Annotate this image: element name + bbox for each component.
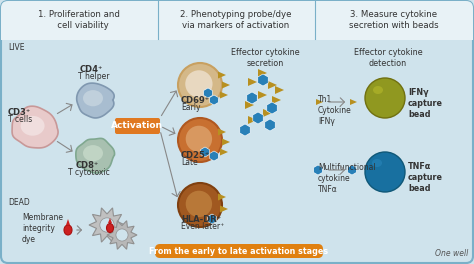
Ellipse shape: [83, 90, 103, 106]
Circle shape: [100, 218, 114, 232]
Text: Late: Late: [181, 158, 198, 167]
Text: One well: One well: [435, 249, 468, 258]
Text: Th1
Cytokine
IFNγ: Th1 Cytokine IFNγ: [318, 95, 352, 126]
Polygon shape: [210, 95, 219, 105]
Polygon shape: [222, 82, 230, 88]
Polygon shape: [208, 214, 216, 224]
Ellipse shape: [20, 116, 45, 136]
Polygon shape: [247, 92, 257, 104]
Polygon shape: [107, 221, 137, 249]
Polygon shape: [275, 86, 284, 94]
Text: LIVE: LIVE: [8, 43, 25, 52]
Polygon shape: [220, 92, 228, 98]
Circle shape: [185, 70, 212, 97]
Polygon shape: [77, 83, 114, 118]
Polygon shape: [222, 139, 230, 145]
Polygon shape: [218, 72, 226, 78]
Text: Activation: Activation: [111, 121, 163, 130]
Polygon shape: [66, 219, 70, 225]
FancyBboxPatch shape: [155, 244, 323, 258]
Text: Membrane
integrity
dye: Membrane integrity dye: [22, 213, 63, 244]
Polygon shape: [258, 91, 267, 99]
Text: 1. Proliferation and
   cell viability: 1. Proliferation and cell viability: [38, 10, 120, 30]
Text: 3. Measure cytokine
secretion with beads: 3. Measure cytokine secretion with beads: [349, 10, 439, 30]
Text: Multifunctional
cytokine
TNFα: Multifunctional cytokine TNFα: [318, 163, 375, 194]
FancyBboxPatch shape: [1, 1, 473, 39]
Polygon shape: [316, 99, 323, 105]
Polygon shape: [253, 112, 263, 124]
Text: CD69⁺: CD69⁺: [181, 96, 210, 105]
Ellipse shape: [107, 224, 113, 233]
Polygon shape: [240, 124, 250, 136]
Circle shape: [178, 118, 222, 162]
Circle shape: [365, 78, 405, 118]
Circle shape: [116, 229, 128, 241]
Polygon shape: [347, 165, 356, 175]
Text: CD4⁺: CD4⁺: [80, 65, 103, 74]
Text: CD3⁺: CD3⁺: [8, 108, 31, 117]
Text: IFNγ
capture
bead: IFNγ capture bead: [408, 88, 443, 119]
Polygon shape: [245, 101, 254, 109]
Polygon shape: [267, 102, 277, 114]
Circle shape: [178, 63, 222, 107]
Text: TNFα
capture
bead: TNFα capture bead: [408, 162, 443, 193]
Polygon shape: [258, 69, 267, 77]
Polygon shape: [201, 147, 210, 157]
Circle shape: [365, 152, 405, 192]
Polygon shape: [248, 78, 257, 86]
Polygon shape: [268, 81, 277, 89]
Text: CD8⁺: CD8⁺: [76, 161, 99, 170]
Polygon shape: [218, 194, 226, 200]
Text: Effector cytokine
secretion: Effector cytokine secretion: [231, 48, 299, 68]
Polygon shape: [314, 165, 322, 175]
Circle shape: [186, 191, 212, 217]
Polygon shape: [89, 208, 125, 242]
Polygon shape: [108, 218, 112, 223]
Text: From the early to late activation stages: From the early to late activation stages: [149, 247, 328, 256]
Polygon shape: [350, 99, 357, 105]
Text: Even later⁺: Even later⁺: [181, 222, 224, 231]
Ellipse shape: [83, 145, 103, 161]
Polygon shape: [12, 106, 58, 148]
Text: 2. Phenotyping probe/dye
via markers of activation: 2. Phenotyping probe/dye via markers of …: [180, 10, 292, 30]
Bar: [1, 20, 473, 40]
Text: DEAD: DEAD: [8, 198, 30, 207]
Polygon shape: [76, 138, 115, 173]
Text: Effector cytokine
detection: Effector cytokine detection: [354, 48, 422, 68]
Polygon shape: [218, 129, 226, 135]
Polygon shape: [220, 148, 228, 155]
Text: HLA-DR⁺: HLA-DR⁺: [181, 215, 221, 224]
Text: T helper: T helper: [78, 72, 109, 81]
Text: T cells: T cells: [8, 115, 32, 124]
Polygon shape: [258, 74, 268, 86]
Circle shape: [186, 126, 212, 152]
Polygon shape: [265, 119, 275, 131]
Circle shape: [178, 183, 222, 227]
Ellipse shape: [372, 159, 382, 167]
Polygon shape: [210, 151, 219, 161]
Polygon shape: [220, 205, 228, 213]
Text: T cytotoxic: T cytotoxic: [68, 168, 110, 177]
Ellipse shape: [64, 225, 72, 235]
Polygon shape: [204, 88, 212, 98]
Ellipse shape: [373, 86, 383, 94]
Polygon shape: [272, 96, 281, 104]
Text: CD25⁺: CD25⁺: [181, 151, 210, 160]
Text: Early: Early: [181, 103, 201, 112]
Polygon shape: [263, 109, 272, 117]
Polygon shape: [248, 116, 257, 124]
FancyBboxPatch shape: [115, 118, 160, 134]
